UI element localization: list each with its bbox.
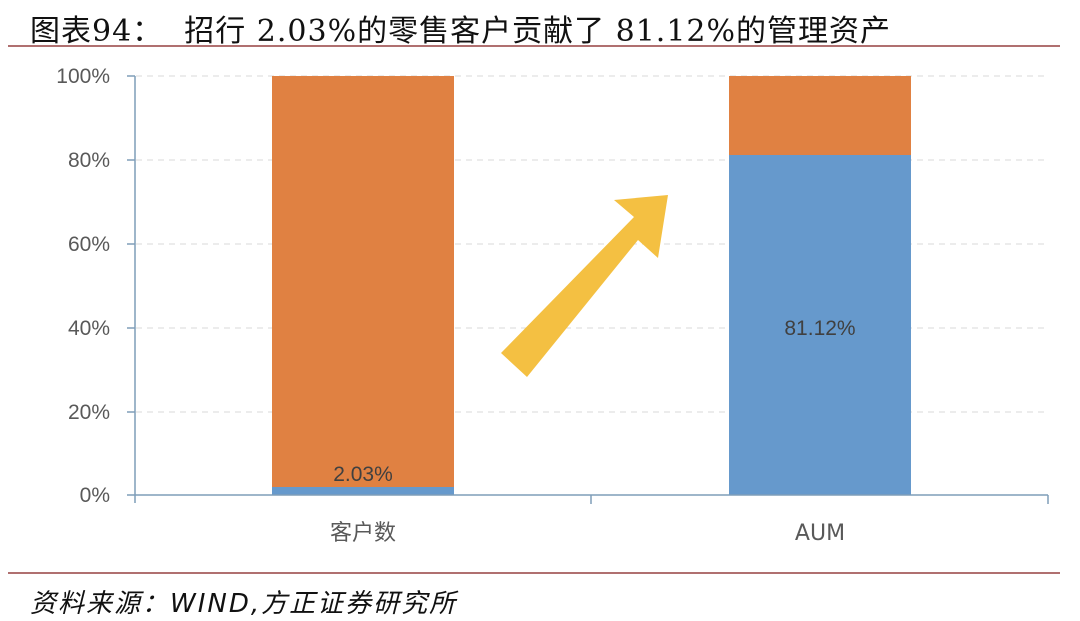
x-axis-labels: 客户数 AUM bbox=[330, 521, 845, 546]
bar-aum: 81.12% bbox=[729, 76, 911, 495]
x-label-aum: AUM bbox=[795, 521, 845, 546]
bar-customers-top-segment bbox=[272, 487, 454, 496]
x-label-customers: 客户数 bbox=[330, 521, 396, 546]
chart-title: 图表94： 招行 2.03%的零售客户贡献了 81.12%的管理资产 bbox=[30, 14, 892, 49]
y-tick-100: 100% bbox=[56, 65, 110, 88]
data-label-customers: 2.03% bbox=[333, 463, 393, 486]
axes bbox=[127, 75, 1049, 504]
bar-aum-top-segment bbox=[729, 155, 911, 495]
trend-arrow-icon bbox=[501, 195, 668, 377]
y-tick-60: 60% bbox=[68, 233, 110, 256]
title-divider bbox=[8, 45, 1060, 47]
source-note: 资料来源：WIND,方正证券研究所 bbox=[30, 589, 458, 619]
data-label-aum: 81.12% bbox=[784, 317, 855, 340]
y-axis-labels: 100% 80% 60% 40% 20% 0% bbox=[56, 65, 110, 507]
bar-aum-other-segment bbox=[729, 76, 911, 155]
footer-divider bbox=[8, 572, 1060, 574]
y-tick-20: 20% bbox=[68, 401, 110, 424]
bar-customers: 2.03% bbox=[272, 76, 454, 496]
bar-customers-other-segment bbox=[272, 76, 454, 487]
y-tick-40: 40% bbox=[68, 317, 110, 340]
y-tick-80: 80% bbox=[68, 149, 110, 172]
y-tick-0: 0% bbox=[80, 484, 110, 507]
